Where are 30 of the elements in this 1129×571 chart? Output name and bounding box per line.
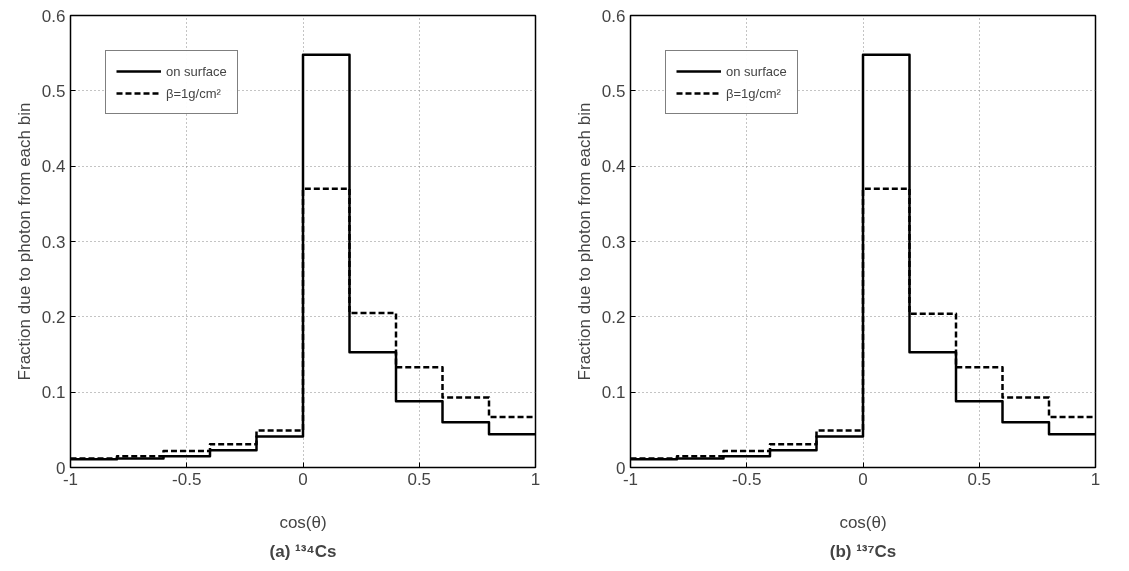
x-tick-label: -0.5 [172, 469, 202, 489]
y-axis-title: Fraction due to photon from each bin [14, 102, 34, 381]
y-tick-label: 0.1 [41, 383, 66, 403]
x-tick-label: -0.5 [732, 469, 762, 489]
y-tick-label: 0.5 [601, 81, 626, 101]
y-tick-label: 0.4 [41, 157, 66, 177]
x-tick-label: 0.5 [407, 469, 432, 489]
text: (b) ¹³⁷Cs [829, 541, 897, 561]
legend-label: on surface [166, 63, 227, 79]
y-tick-label: 0.3 [601, 232, 626, 252]
y-axis-title: Fraction due to photon from each bin [574, 102, 594, 381]
text: (a) ¹³⁴Cs [269, 541, 337, 561]
y-tick-label: 0.2 [601, 307, 626, 327]
x-tick-label: 0.5 [967, 469, 992, 489]
y-tick-label: 0.5 [41, 81, 66, 101]
x-tick-label: 1 [530, 469, 541, 489]
x-tick-label: 1 [1090, 469, 1101, 489]
y-tick-label: 0.2 [41, 307, 66, 327]
legend-label: β=1g/cm² [726, 85, 781, 101]
legend-label: on surface [726, 63, 787, 79]
x-axis-title: cos(θ) [839, 512, 887, 532]
x-tick-label: 0 [858, 469, 868, 489]
y-tick-label: 0.3 [41, 232, 66, 252]
y-tick-label: 0.1 [601, 383, 626, 403]
y-tick-label: 0.4 [601, 157, 626, 177]
x-axis-title: cos(θ) [279, 512, 327, 532]
y-tick-label: 0.6 [601, 6, 626, 26]
y-tick-label: 0.6 [41, 6, 66, 26]
x-tick-label: 0 [298, 469, 308, 489]
legend-label: β=1g/cm² [166, 85, 221, 101]
